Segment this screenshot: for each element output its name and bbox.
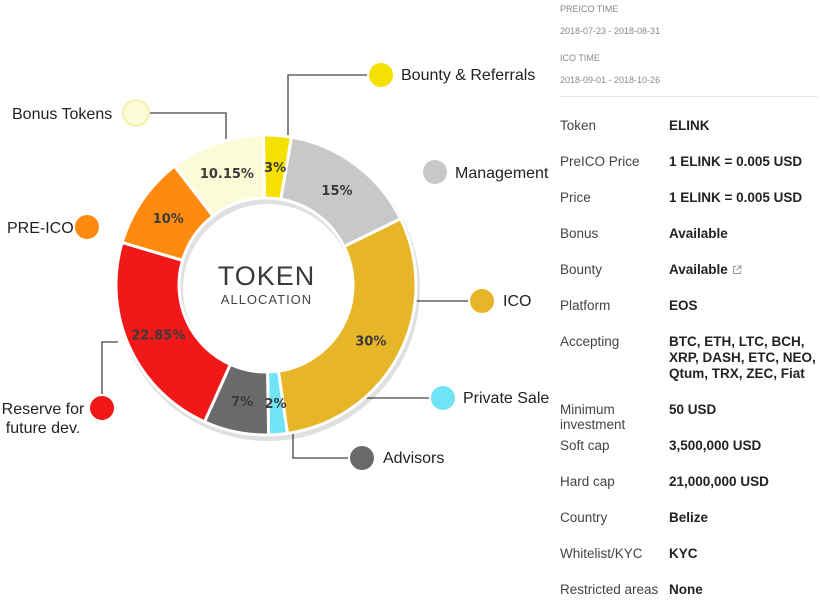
legend-label-bonus-tokens: Bonus Tokens <box>12 106 113 123</box>
detail-value: 1 ELINK = 0.005 USD <box>669 154 803 169</box>
detail-value: 3,500,000 USD <box>669 438 762 453</box>
detail-key: Bonus <box>560 226 599 241</box>
detail-value: KYC <box>669 546 698 561</box>
preico-time-value: 2018-07-23 - 2018-08-31 <box>560 26 661 36</box>
detail-value: BTC, ETH, LTC, BCH, XRP, DASH, ETC, NEO,… <box>669 334 816 381</box>
detail-key: PreICO Price <box>560 154 640 169</box>
detail-value: Belize <box>669 510 709 525</box>
ico-time-label: ICO TIME <box>560 53 600 63</box>
detail-key: Bounty <box>560 262 603 277</box>
slice-percent-labels: 3% 15% 30% 2% 7% 22.85% 10% 10.15% <box>131 161 386 412</box>
detail-value: 21,000,000 USD <box>669 474 769 489</box>
panel-divider <box>560 96 818 97</box>
detail-key: Soft cap <box>560 438 610 453</box>
legend-marker-management <box>421 158 449 186</box>
detail-key: Country <box>560 510 608 525</box>
external-link-icon[interactable] <box>732 263 742 279</box>
slice-label-ico: 30% <box>355 334 386 349</box>
detail-value: 50 USD <box>669 402 717 417</box>
chart-title: TOKEN <box>217 261 316 291</box>
legend-label-management: Management <box>455 165 549 182</box>
slice-label-bounty-referrals: 3% <box>264 161 286 176</box>
legend-marker-reserve-for-future-dev <box>88 394 116 422</box>
detail-key: Platform <box>560 298 611 313</box>
legend-label-ico: ICO <box>503 293 532 310</box>
legend-markers <box>73 61 496 472</box>
detail-value: 1 ELINK = 0.005 USD <box>669 190 803 205</box>
slice-label-pre-ico: 10% <box>153 212 184 227</box>
detail-value: EOS <box>669 298 698 313</box>
detail-key: Price <box>560 190 591 205</box>
slice-ico <box>276 216 418 436</box>
detail-value: Available <box>669 226 728 241</box>
ico-time-value: 2018-09-01 - 2018-10-26 <box>560 75 661 85</box>
callout-line-reserve-for-future-dev <box>101 341 118 394</box>
legend-label-advisors: Advisors <box>383 450 445 467</box>
detail-key: Whitelist/KYC <box>560 546 643 561</box>
detail-value: ELINK <box>669 118 710 133</box>
legend-marker-bonus-tokens <box>122 99 150 127</box>
chart-subtitle: ALLOCATION <box>220 292 313 307</box>
legend-marker-ico <box>468 287 496 315</box>
callout-line-bonus-tokens <box>150 112 227 150</box>
legend-label-reserve: Reserve for future dev. <box>1 401 85 437</box>
detail-key: Hard cap <box>560 474 615 489</box>
callout-line-bounty-referrals <box>287 74 368 142</box>
detail-key: Accepting <box>560 334 620 349</box>
donut-slices <box>114 133 420 441</box>
detail-value: None <box>669 582 703 597</box>
legend-marker-bounty-referrals <box>367 61 395 89</box>
slice-label-management: 15% <box>321 184 352 199</box>
legend-label-bounty-referrals: Bounty & Referrals <box>401 67 536 84</box>
preico-time-label: PREICO TIME <box>560 4 619 14</box>
legend-label-private-sale: Private Sale <box>463 390 550 407</box>
legend-marker-advisors <box>348 444 376 472</box>
detail-key: Minimum investment <box>560 402 626 432</box>
token-allocation-chart: 3% 15% 30% 2% 7% 22.85% 10% 10.15% TOKEN ALLOCA… <box>1 61 550 472</box>
slice-label-advisors: 7% <box>231 395 253 410</box>
slice-bonus-tokens <box>172 133 267 219</box>
legend-marker-pre-ico <box>73 213 101 241</box>
slice-label-private-sale: 2% <box>264 397 286 412</box>
legend-label-pre-ico: PRE-ICO <box>7 220 74 237</box>
detail-key: Restricted areas <box>560 582 659 597</box>
legend-marker-private-sale <box>429 384 457 412</box>
slice-label-bonus-tokens: 10.15% <box>200 167 254 182</box>
donut-chart: 3% 15% 30% 2% 7% 22.85% 10% 10.15% <box>73 61 496 472</box>
slice-reserve-for-future-dev <box>114 240 233 424</box>
detail-key: Token <box>560 118 597 133</box>
bounty-link[interactable]: Available <box>669 262 728 277</box>
token-info-panel: PREICO TIME 2018-07-23 - 2018-08-31 ICO … <box>560 0 818 600</box>
slice-label-reserve-for-future-dev: 22.85% <box>131 328 185 343</box>
detail-value-bounty: Available <box>669 262 819 279</box>
